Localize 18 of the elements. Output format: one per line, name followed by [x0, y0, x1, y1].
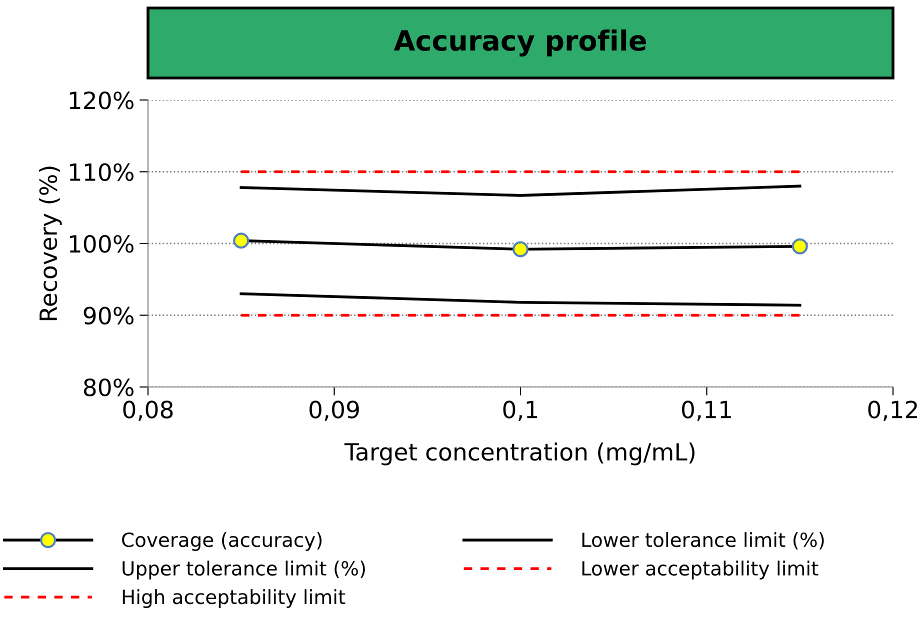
x-tick-label: 0,09: [310, 400, 359, 421]
y-tick-label: 120%: [70, 91, 134, 110]
x-axis-title: Target concentration (mg/mL): [344, 442, 695, 466]
legend-label: Upper tolerance limit (%): [122, 560, 365, 580]
legend-label: Lower acceptability limit: [582, 560, 818, 580]
chart-title: Accuracy profile: [394, 29, 646, 57]
y-tick-label: 80%: [84, 378, 134, 396]
legend-label: Lower tolerance limit (%): [582, 532, 824, 550]
legend-label: High acceptability limit: [122, 589, 346, 608]
x-tick-label: 0,1: [503, 400, 538, 421]
y-tick-label: 110%: [70, 163, 134, 182]
x-tick-label: 0,08: [123, 400, 173, 421]
x-tick-label: 0,12: [868, 400, 917, 421]
legend-label: Coverage (accuracy): [122, 532, 322, 551]
x-tick-label: 0,11: [682, 400, 731, 421]
y-axis-title: Recovery (%): [38, 166, 62, 320]
y-tick-label: 90%: [84, 306, 134, 325]
y-tick-label: 100%: [70, 234, 134, 253]
